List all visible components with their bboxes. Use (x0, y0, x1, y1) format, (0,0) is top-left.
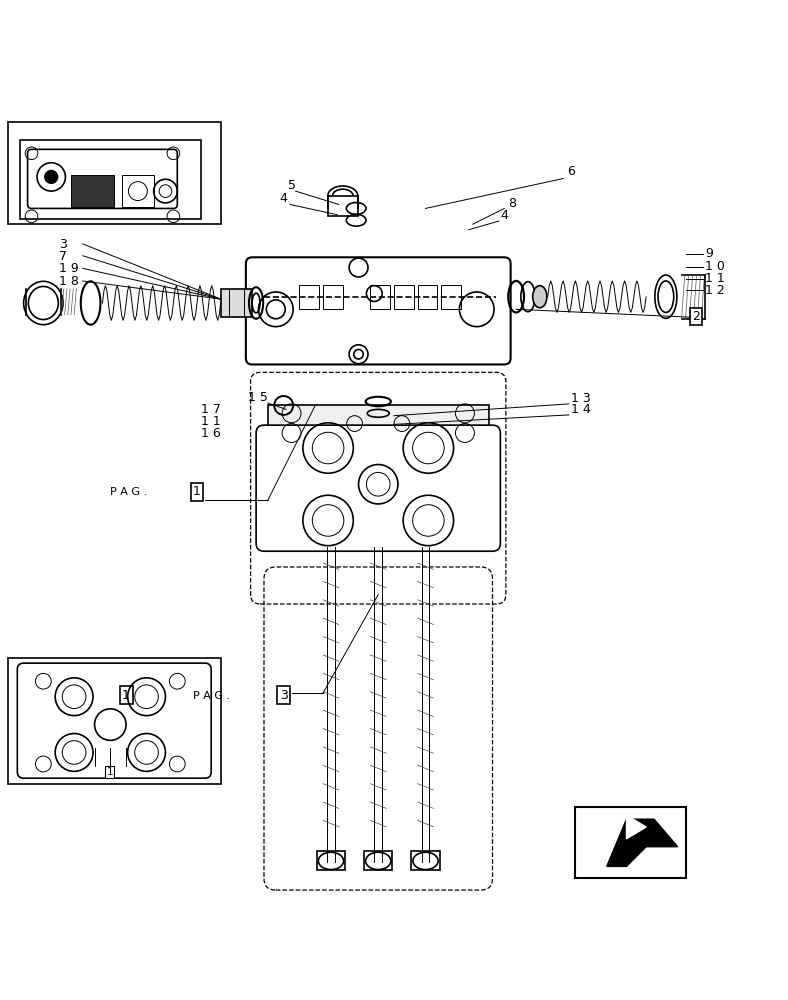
Text: 1 2: 1 2 (705, 284, 725, 297)
Bar (441, 285, 461, 309)
Text: 8: 8 (508, 197, 516, 210)
Bar (221, 289, 252, 317)
Text: 1 1: 1 1 (201, 415, 221, 428)
Text: 1 3: 1 3 (571, 391, 591, 404)
Bar (71, 175, 114, 207)
Bar (299, 285, 319, 309)
FancyBboxPatch shape (17, 663, 211, 778)
Bar (122, 175, 154, 207)
Text: 1: 1 (193, 485, 201, 498)
Text: 1: 1 (106, 767, 113, 777)
Bar (8, 658, 221, 784)
Text: 2: 2 (692, 310, 700, 323)
Text: 1 7: 1 7 (201, 403, 221, 416)
Text: 1 6: 1 6 (201, 427, 221, 440)
Text: 3: 3 (59, 238, 67, 251)
Bar (20, 140, 201, 219)
Text: P A G .: P A G . (193, 691, 230, 701)
Ellipse shape (533, 286, 547, 308)
Bar (411, 851, 440, 870)
Text: 1: 1 (122, 689, 130, 702)
Bar (575, 807, 686, 878)
Text: 1 0: 1 0 (705, 260, 725, 273)
Text: 7: 7 (59, 250, 67, 263)
Polygon shape (607, 819, 678, 866)
Bar (317, 851, 345, 870)
Bar (268, 405, 489, 437)
Text: 1 1: 1 1 (705, 272, 725, 285)
Text: 1 8: 1 8 (59, 275, 79, 288)
Circle shape (45, 171, 58, 183)
Text: 6: 6 (567, 165, 575, 178)
Text: 5: 5 (288, 179, 296, 192)
Text: 9: 9 (705, 247, 713, 260)
Text: 1 9: 1 9 (59, 262, 79, 275)
Polygon shape (626, 815, 646, 839)
Bar (8, 122, 221, 224)
Bar (364, 851, 392, 870)
Text: 1 4: 1 4 (571, 403, 591, 416)
Bar (370, 285, 390, 309)
Bar (323, 285, 343, 309)
FancyBboxPatch shape (246, 257, 511, 364)
FancyBboxPatch shape (256, 425, 500, 551)
Bar (418, 285, 437, 309)
Bar (328, 196, 358, 216)
Text: P A G .: P A G . (110, 487, 147, 497)
Text: 4: 4 (500, 209, 508, 222)
Text: 4: 4 (280, 192, 288, 205)
Bar (394, 285, 414, 309)
Text: 3: 3 (280, 689, 288, 702)
Text: 1 5: 1 5 (248, 391, 268, 404)
